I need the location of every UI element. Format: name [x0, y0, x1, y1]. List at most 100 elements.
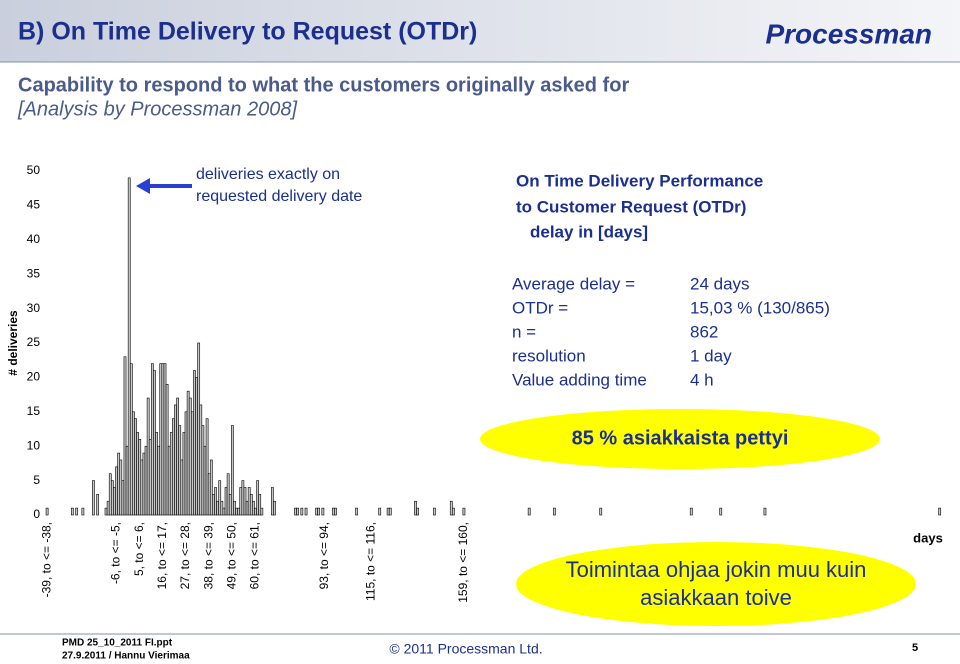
bar — [111, 480, 114, 516]
bar — [134, 418, 137, 516]
bar — [599, 507, 603, 516]
bar — [254, 507, 257, 516]
bar — [136, 432, 139, 516]
bar — [163, 363, 167, 516]
bar — [117, 452, 121, 516]
bar — [216, 500, 219, 516]
bar — [237, 507, 241, 516]
callout-text: Toimintaa ohjaa jokin muu kuin — [566, 557, 867, 582]
bar — [195, 377, 198, 516]
bar — [220, 500, 224, 516]
bar — [167, 445, 171, 516]
bar — [119, 459, 123, 516]
bar — [386, 507, 390, 516]
bar — [138, 439, 142, 516]
bar — [155, 432, 158, 516]
x-tick-label: 16, to <= 17, — [155, 522, 169, 589]
bar — [197, 342, 201, 516]
bar — [188, 397, 192, 516]
y-tick-label: 30 — [27, 301, 41, 315]
y-tick-label: 10 — [27, 438, 41, 452]
callout-text: asiakkaan toive — [640, 585, 792, 610]
bar — [273, 500, 276, 516]
bar — [294, 507, 297, 516]
bar — [115, 466, 118, 516]
panel-title: delay in [days] — [530, 222, 648, 241]
x-axis-label: days — [913, 530, 943, 545]
panel-label: resolution — [512, 346, 586, 365]
bar — [416, 507, 419, 516]
bar — [157, 445, 161, 516]
bar — [174, 404, 177, 516]
y-tick-label: 25 — [27, 335, 41, 349]
bar — [212, 494, 215, 516]
bar — [462, 507, 466, 516]
y-tick-label: 5 — [33, 473, 40, 487]
x-tick-label: -39, to <= -38, — [39, 522, 53, 597]
y-tick-label: 35 — [27, 266, 41, 280]
bar — [239, 487, 243, 516]
bar — [199, 404, 203, 516]
slide-title: B) On Time Delivery to Request (OTDr) — [18, 18, 477, 46]
x-tick-label: 27, to <= 28, — [178, 522, 192, 589]
panel-label: Average delay = — [512, 274, 635, 293]
bar — [165, 383, 169, 516]
bar — [763, 507, 767, 516]
bar — [247, 487, 251, 516]
bar — [233, 500, 236, 516]
bar — [146, 397, 150, 516]
footer-copyright: © 2011 Processman Ltd. — [389, 641, 542, 657]
bar — [296, 507, 299, 516]
bar — [258, 494, 262, 516]
bar — [378, 507, 382, 516]
bar — [45, 507, 49, 516]
bar — [414, 500, 417, 516]
bar — [452, 507, 455, 516]
bar — [218, 480, 222, 516]
bar — [176, 397, 179, 516]
bar — [180, 459, 184, 516]
bar — [123, 356, 127, 516]
bar — [127, 177, 131, 516]
bar — [193, 370, 196, 516]
bar — [527, 507, 531, 516]
bar — [207, 473, 211, 516]
x-tick-label: 60, to <= 61, — [248, 522, 262, 589]
bar — [553, 507, 556, 516]
bar — [186, 390, 190, 516]
bar — [106, 500, 110, 516]
bar — [222, 507, 226, 516]
bar — [92, 480, 95, 516]
x-tick-label: 115, to <= 116, — [363, 522, 377, 601]
footer-author: 27.9.2011 / Hannu Vierimaa — [62, 651, 190, 662]
bar — [231, 425, 234, 516]
panel-title: On Time Delivery Performance — [516, 171, 763, 190]
bar — [203, 445, 207, 516]
panel-value: 862 — [690, 322, 718, 341]
bar — [449, 500, 453, 516]
callout-text: 85 % asiakkaista pettyi — [572, 427, 789, 449]
bar — [355, 507, 358, 516]
page-number: 5 — [912, 642, 918, 654]
bar — [334, 507, 337, 516]
bar — [75, 507, 78, 516]
bar — [321, 507, 325, 516]
bar — [144, 445, 148, 516]
bar — [129, 363, 133, 516]
panel-value: 15,03 % (130/865) — [690, 298, 830, 317]
bar — [169, 432, 173, 516]
bar — [245, 500, 249, 516]
x-tick-label: 38, to <= 39, — [201, 522, 215, 589]
bar — [209, 459, 213, 516]
y-tick-label: 45 — [27, 198, 41, 212]
x-tick-label: 49, to <= 50, — [225, 522, 239, 589]
footer-file: PMD 25_10_2011 FI.ppt — [62, 638, 173, 649]
bar — [161, 363, 165, 516]
bar — [71, 507, 74, 516]
panel-label: Value adding time — [512, 370, 647, 389]
annotation: deliveries exactly on — [196, 166, 340, 183]
bar — [104, 507, 108, 516]
y-axis-label: # deliveries — [6, 310, 20, 376]
bar — [243, 487, 247, 516]
